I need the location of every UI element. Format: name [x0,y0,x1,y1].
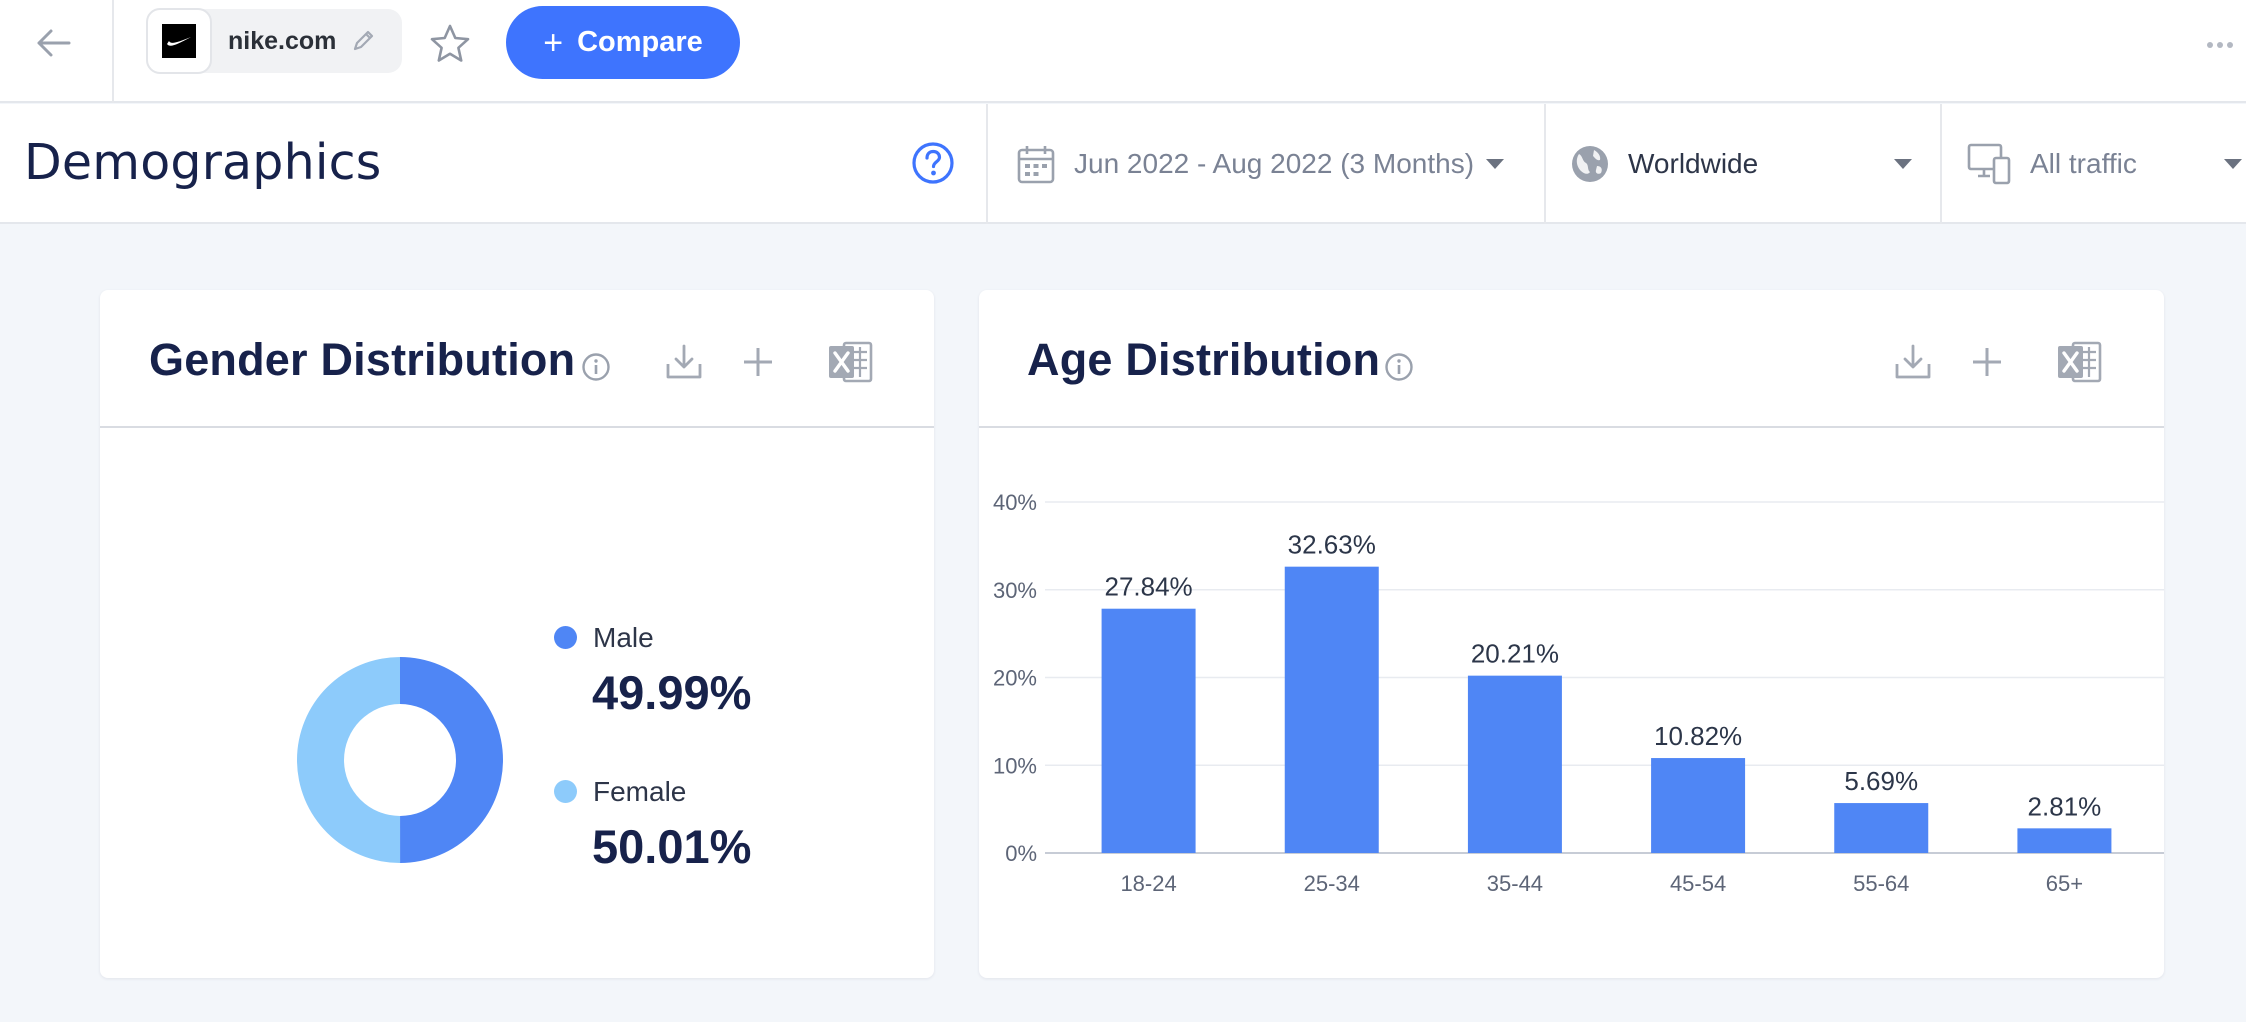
globe-icon [1572,146,1608,182]
y-tick-label: 30% [993,578,1037,603]
bar-data-label: 5.69% [1844,766,1918,796]
top-bar: nike.com + Compare [0,0,2246,103]
male-legend-dot [554,626,577,649]
back-arrow-icon[interactable] [28,18,78,68]
add-icon[interactable] [734,338,782,386]
info-icon[interactable] [581,352,611,382]
page-title: Demographics [24,134,382,191]
female-legend-dot [554,780,577,803]
age-bar-chart: 0% 10% 20% 30% 40% 27.84% 18-24 32.63% 25-34 20.2… [993,490,2164,896]
plus-icon: + [543,23,564,62]
bar-25-34[interactable] [1284,566,1379,853]
excel-export-icon[interactable] [2055,338,2103,386]
bar-data-label: 20.21% [1471,639,1559,669]
divider [112,0,114,103]
devices-icon [1967,143,2011,185]
x-tick-label: 55-64 [1853,871,1909,896]
y-tick-label: 10% [993,753,1037,778]
compare-button[interactable]: + Compare [506,6,740,79]
region-dropdown[interactable]: Worldwide [1570,104,1950,224]
card-title: Age Distribution [1027,334,1381,385]
bar-18-24[interactable] [1101,608,1196,853]
y-tick-label: 0% [1005,841,1037,866]
region-value: Worldwide [1628,148,1759,179]
download-icon[interactable] [1889,338,1937,386]
y-tick-label: 40% [993,490,1037,515]
site-name: nike.com [228,26,337,55]
x-tick-label: 65+ [2046,871,2083,896]
x-tick-label: 45-54 [1670,871,1726,896]
bar-data-label: 32.63% [1288,530,1376,560]
calendar-icon [1017,146,1055,184]
female-label: Female [593,776,687,807]
bar-65+[interactable] [2017,828,2112,853]
x-tick-label: 25-34 [1304,871,1360,896]
pencil-icon[interactable] [350,28,376,54]
date-range-value: Jun 2022 - Aug 2022 (3 Months) [1074,148,1475,179]
traffic-value: All traffic [2030,148,2137,179]
date-range-dropdown[interactable]: Jun 2022 - Aug 2022 (3 Months) [1016,104,1516,224]
x-tick-label: 18-24 [1120,871,1176,896]
add-icon[interactable] [1963,338,2011,386]
bar-data-label: 10.82% [1654,721,1742,751]
help-icon[interactable] [910,140,956,191]
age-distribution-card: Age Distribution 0% 10% 20% 30% 40% 27.84% 18-… [979,290,2164,978]
bar-55-64[interactable] [1834,803,1929,853]
card-header: Gender Distribution [100,290,934,428]
caret-down-icon [2224,159,2242,169]
card-title: Gender Distribution [149,334,576,385]
caret-down-icon [1486,159,1505,169]
bar-45-54[interactable] [1651,758,1746,853]
download-icon[interactable] [660,338,708,386]
male-value: 49.99% [592,666,752,719]
site-logo [146,8,212,74]
bar-data-label: 2.81% [2028,791,2102,821]
bar-data-label: 27.84% [1104,572,1192,602]
traffic-dropdown[interactable]: All traffic [1966,104,2246,224]
donut-slice-female [296,657,401,863]
donut-slice-male [400,657,503,863]
more-options-icon[interactable] [2200,30,2240,60]
card-header: Age Distribution [979,290,2164,428]
excel-export-icon[interactable] [826,338,874,386]
y-tick-label: 20% [993,666,1037,691]
gender-distribution-card: Gender Distribution Male 49.99% Female 5… [100,290,934,978]
swoosh-icon [167,37,191,46]
bar-35-44[interactable] [1467,675,1562,853]
female-value: 50.01% [592,820,752,873]
star-icon[interactable] [426,20,474,68]
divider [1544,104,1546,224]
gender-donut-chart [296,657,503,863]
caret-down-icon [1894,159,1912,169]
info-icon[interactable] [1384,352,1414,382]
compare-label: Compare [577,26,703,58]
divider [986,104,988,224]
x-tick-label: 35-44 [1487,871,1543,896]
page-header: Demographics Jun 2022 - Aug 2022 (3 Mont… [0,104,2246,224]
site-chip[interactable]: nike.com [146,8,402,74]
divider [1940,104,1942,224]
male-label: Male [593,622,654,653]
